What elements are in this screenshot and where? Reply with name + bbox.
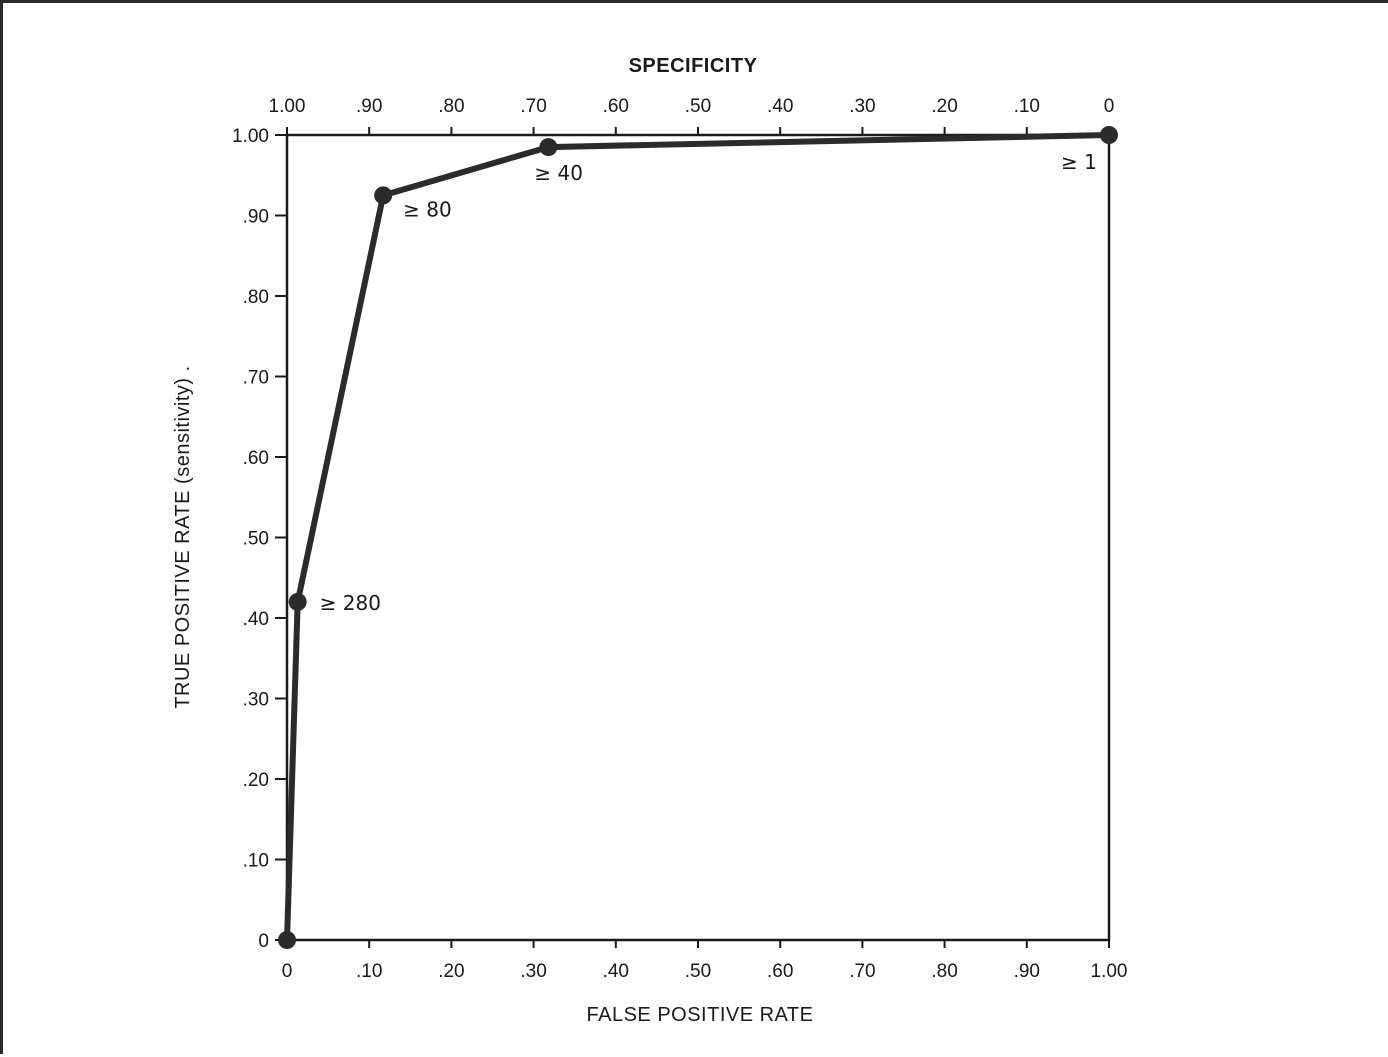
roc-point-label: ≥ 280 xyxy=(320,591,381,615)
x2-tick-label: .10 xyxy=(1014,96,1040,117)
plot-border xyxy=(285,133,1111,942)
x2-tick-label: .50 xyxy=(685,96,711,117)
roc-point-label: ≥ 1 xyxy=(1061,150,1097,174)
x2-tick-label: .70 xyxy=(520,96,546,117)
x-tick-label: .70 xyxy=(849,961,875,982)
x-axis-title: FALSE POSITIVE RATE xyxy=(587,1004,814,1026)
y-tick-label: .50 xyxy=(243,529,269,550)
y-tick-label: .70 xyxy=(243,368,269,389)
x-tick-label: .40 xyxy=(603,961,629,982)
roc-point-label: ≥ 80 xyxy=(403,197,452,221)
y-tick-label: 0 xyxy=(258,931,269,952)
x2-tick-label: .60 xyxy=(603,96,629,117)
y-tick-label: .10 xyxy=(243,851,269,872)
x-tick-label: 0 xyxy=(282,961,293,982)
roc-point xyxy=(374,186,393,205)
y-tick-label: .30 xyxy=(243,690,269,711)
x-tick-label: .60 xyxy=(767,961,793,982)
y-tick-label: .80 xyxy=(243,287,269,308)
y-tick-label: 1.00 xyxy=(232,126,269,147)
roc-chart: 0.10.20.30.40.50.60.70.80.90 1.001.00.90.… xyxy=(172,55,1127,1026)
x2-tick-label: .20 xyxy=(931,96,957,117)
y-tick-label: .90 xyxy=(243,207,269,228)
roc-point xyxy=(288,592,307,611)
roc-point xyxy=(278,931,296,949)
series-layer: ≥ 280 ≥ 80 ≥ 40 ≥ 1 xyxy=(278,126,1118,949)
x2-tick-label: .90 xyxy=(356,96,382,117)
ticks-layer: 0.10.20.30.40.50.60.70.80.90 1.001.00.90.… xyxy=(232,96,1127,982)
roc-point xyxy=(1100,126,1118,144)
x2-tick-label: .40 xyxy=(767,96,793,117)
x-tick-label: .20 xyxy=(438,961,464,982)
x-tick-label: .80 xyxy=(931,961,957,982)
x-tick-label: 1.00 xyxy=(1091,961,1128,982)
x-tick-label: .10 xyxy=(356,961,382,982)
x-tick-label: .50 xyxy=(685,961,711,982)
y-tick-label: .40 xyxy=(243,609,269,630)
x2-tick-label: .30 xyxy=(849,96,875,117)
x2-tick-label: 0 xyxy=(1104,96,1115,117)
x2-tick-label: .80 xyxy=(438,96,464,117)
roc-point-label: ≥ 40 xyxy=(534,161,583,185)
roc-curve-line xyxy=(284,132,1112,943)
roc-point xyxy=(539,138,558,157)
y-axis-title: TRUE POSITIVE RATE (sensitivity) . xyxy=(172,365,194,708)
y-tick-label: .20 xyxy=(243,770,269,791)
y-tick-label: .60 xyxy=(243,448,269,469)
x-tick-label: .30 xyxy=(520,961,546,982)
plot-area xyxy=(285,133,1111,942)
x-tick-label: .90 xyxy=(1014,961,1040,982)
top-axis-title: SPECIFICITY xyxy=(629,55,758,77)
x2-tick-label: 1.00 xyxy=(269,96,306,117)
